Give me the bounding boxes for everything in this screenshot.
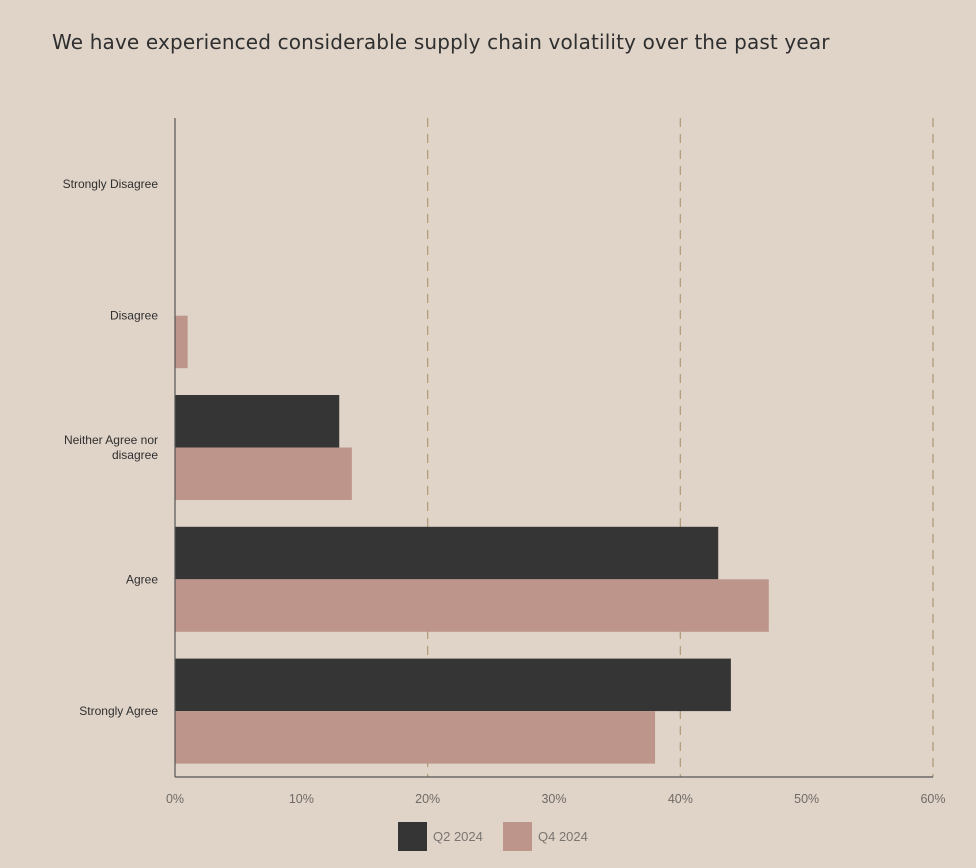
chart-title: We have experienced considerable supply … (52, 30, 830, 54)
legend-swatch-q2 (398, 822, 427, 851)
bar-q2-2 (175, 395, 340, 448)
category-label-line: disagree (112, 448, 158, 462)
x-tick-label: 10% (289, 792, 314, 806)
legend-label-q4: Q4 2024 (538, 829, 588, 844)
bar-q2-3 (175, 526, 719, 580)
bar-q4-2 (175, 447, 352, 500)
category-label-line: Strongly Agree (79, 704, 158, 718)
category-label-line: Agree (126, 572, 158, 586)
legend: Q2 2024 Q4 2024 (398, 822, 588, 851)
category-label: Strongly Disagree (63, 177, 159, 191)
labels: Strongly Disagree Disagree Neither Agree n… (63, 177, 946, 806)
category-label: Disagree (110, 309, 158, 323)
category-label-line: Strongly Disagree (63, 177, 159, 191)
category-label: Neither Agree nor disagree (64, 433, 158, 462)
bar-q2-4 (175, 658, 731, 712)
x-tick-label: 20% (415, 792, 440, 806)
x-tick-label: 0% (166, 792, 184, 806)
legend-swatch-q4 (503, 822, 532, 851)
x-tick-label: 50% (794, 792, 819, 806)
category-label: Agree (126, 572, 158, 586)
category-label-line: Neither Agree nor (64, 433, 158, 447)
bars (175, 315, 769, 764)
bar-q4-3 (175, 579, 769, 632)
x-tick-label: 30% (541, 792, 566, 806)
legend-label-q2: Q2 2024 (433, 829, 483, 844)
bar-q4-4 (175, 711, 656, 764)
category-label: Strongly Agree (79, 704, 158, 718)
category-label-line: Disagree (110, 309, 158, 323)
axes (174, 118, 933, 778)
bar-q4-1 (175, 315, 188, 369)
x-tick-label: 40% (668, 792, 693, 806)
x-tick-label: 60% (920, 792, 945, 806)
